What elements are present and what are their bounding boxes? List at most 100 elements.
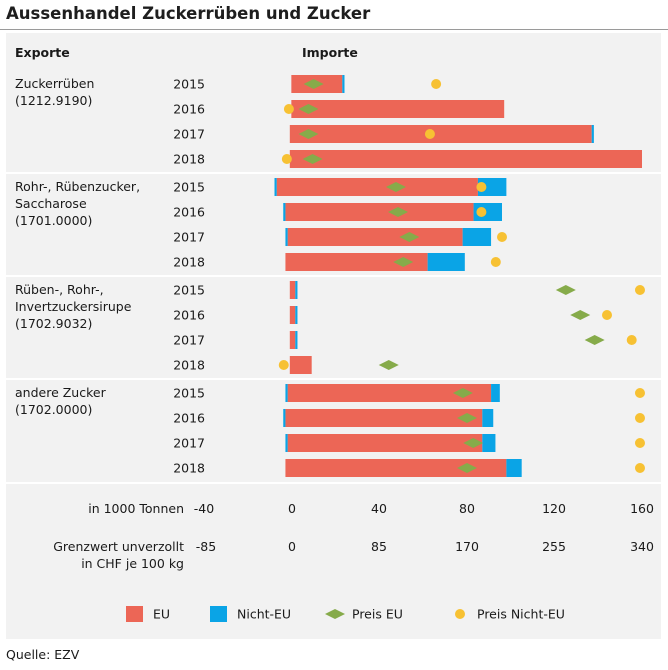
marker-preis-eu: [298, 104, 319, 114]
bar-import-eu: [292, 306, 296, 324]
bar-import-nicht-eu: [462, 228, 492, 246]
chart-title: Aussenhandel Zuckerrüben und Zucker: [6, 4, 371, 23]
bar-import-eu: [292, 356, 312, 374]
year-label: 2018: [173, 255, 205, 270]
axis-secondary-tick: -85: [196, 539, 216, 554]
bar-import-nicht-eu: [491, 384, 500, 402]
chart-legend: EU Nicht-EU Preis EU Preis Nicht-EU: [126, 606, 565, 622]
year-label: 2017: [173, 230, 205, 245]
legend-label: EU: [153, 607, 170, 622]
group-label-line: (1212.9190): [15, 93, 92, 108]
bar-export-nicht-eu: [285, 228, 288, 246]
group-label-line: Saccharose: [15, 196, 87, 211]
year-label: 2015: [173, 386, 205, 401]
marker-preis-eu: [298, 129, 319, 139]
marker-preis-eu: [385, 182, 406, 192]
bar-export-eu: [285, 459, 292, 477]
year-label: 2018: [173, 152, 205, 167]
bar-import-eu: [292, 203, 474, 221]
group-3: Rüben-, Rohr-, Invertzuckersirupe (1702.90…: [15, 281, 645, 374]
group-label-line: Zuckerrüben: [15, 76, 94, 91]
group-2: Rohr-, Rübenzucker, Saccharose (1701.0000)…: [15, 178, 507, 271]
axis-primary-tick: 80: [459, 501, 475, 516]
marker-preis-eu: [570, 310, 591, 320]
marker-preis-eu: [393, 257, 414, 267]
legend-swatch-preis-nicht-eu: [455, 609, 465, 619]
bar-export-eu: [287, 228, 292, 246]
header-importe: Importe: [302, 45, 358, 60]
marker-preis-nicht-eu: [497, 232, 507, 242]
group-separator-2: [6, 275, 661, 277]
axis-secondary-tick: 255: [542, 539, 566, 554]
bar-export-eu: [276, 178, 292, 196]
marker-preis-nicht-eu: [635, 413, 645, 423]
group-4: andere Zucker (1702.0000) 2015 2016 2017 2018: [15, 384, 645, 477]
bar-export-nicht-eu: [285, 434, 288, 452]
bar-import-nicht-eu: [482, 434, 496, 452]
marker-preis-eu: [399, 232, 420, 242]
bar-export-eu: [287, 434, 292, 452]
axis-secondary-tick: 340: [630, 539, 654, 554]
axis-secondary-tick: 0: [288, 539, 296, 554]
bar-import-nicht-eu: [477, 178, 507, 196]
marker-preis-nicht-eu: [476, 182, 487, 192]
marker-preis-nicht-eu: [635, 388, 645, 398]
bar-import-eu: [292, 125, 592, 143]
axis-primary-tick: 40: [371, 501, 387, 516]
bar-import-nicht-eu: [591, 125, 594, 143]
legend-swatch-eu: [126, 606, 143, 622]
group-label-line: Rüben-, Rohr-,: [15, 282, 104, 297]
bar-import-eu: [292, 434, 483, 452]
marker-preis-nicht-eu: [278, 360, 289, 370]
group-1: Zuckerrüben (1212.9190) 2015 2016 2017 2018: [15, 75, 642, 168]
legend-swatch-nicht-eu: [210, 606, 227, 622]
bar-import-eu: [292, 178, 478, 196]
marker-preis-eu: [388, 207, 409, 217]
marker-preis-nicht-eu: [635, 285, 645, 295]
chart-canvas: Exporte Importe Zuckerrüben (1212.9190) 20…: [6, 45, 661, 622]
marker-preis-eu: [457, 413, 477, 423]
marker-preis-eu: [302, 154, 323, 164]
axis-primary-tick: -40: [194, 501, 214, 516]
year-label: 2018: [173, 358, 205, 373]
marker-preis-nicht-eu: [281, 154, 292, 164]
group-separator-4: [6, 482, 661, 484]
marker-preis-nicht-eu: [635, 463, 645, 473]
bar-export-nicht-eu: [283, 409, 286, 427]
axis-secondary-label-1: Grenzwert unverzollt: [53, 539, 184, 554]
bar-export-nicht-eu: [283, 203, 286, 221]
group-separator-1: [6, 172, 661, 174]
year-label: 2016: [173, 411, 205, 426]
group-separators: [6, 172, 661, 484]
marker-preis-eu: [303, 79, 324, 89]
marker-preis-nicht-eu: [431, 79, 442, 89]
bar-export-eu: [291, 75, 292, 93]
legend-label: Preis Nicht-EU: [477, 607, 565, 622]
marker-preis-nicht-eu: [283, 104, 294, 114]
bar-export-nicht-eu: [274, 178, 277, 196]
axis-secondary-tick: 85: [371, 539, 387, 554]
bar-export-nicht-eu: [285, 384, 288, 402]
axis-secondary-tick: 170: [455, 539, 479, 554]
legend-swatch-preis-eu: [325, 609, 345, 619]
year-label: 2015: [173, 77, 205, 92]
group-separator-3: [6, 378, 661, 380]
legend-label: Nicht-EU: [237, 607, 291, 622]
year-label: 2016: [173, 308, 205, 323]
marker-preis-eu: [584, 335, 605, 345]
bar-export-eu: [289, 281, 292, 299]
year-label: 2015: [173, 180, 205, 195]
legend-item-eu: EU: [126, 606, 170, 622]
marker-preis-nicht-eu: [424, 129, 435, 139]
bar-import-nicht-eu: [342, 75, 345, 93]
bar-import-nicht-eu: [295, 306, 298, 324]
bar-import-nicht-eu: [427, 253, 465, 271]
title-rule: [0, 29, 668, 30]
marker-preis-eu: [457, 463, 477, 473]
group-label-line: (1701.0000): [15, 213, 92, 228]
year-label: 2015: [173, 283, 205, 298]
group-label-line: Invertzuckersirupe: [15, 299, 132, 314]
bar-import-nicht-eu: [482, 409, 494, 427]
header-exporte: Exporte: [15, 45, 70, 60]
chart-rows: Zuckerrüben(1212.9190)2015201620172018Ro…: [15, 75, 645, 477]
